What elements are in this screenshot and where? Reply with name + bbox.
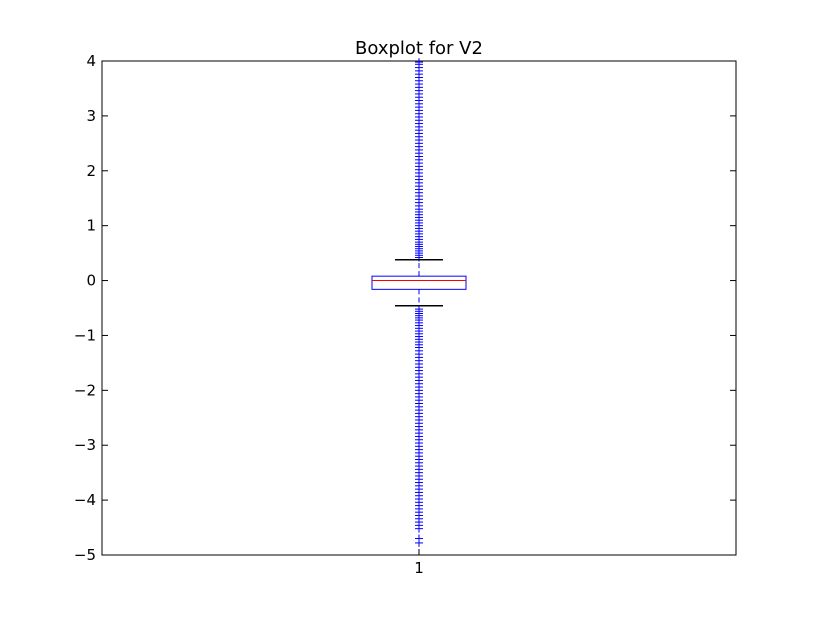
box-and-whiskers xyxy=(371,258,467,307)
y-tick-label: 1 xyxy=(86,217,96,235)
y-tick-label: −2 xyxy=(74,381,96,399)
y-tick-label: 2 xyxy=(86,162,96,180)
x-tick-label: 1 xyxy=(414,559,424,577)
outlier-markers xyxy=(415,58,423,547)
chart-title: Boxplot for V2 xyxy=(355,38,483,59)
y-tick-label: 0 xyxy=(86,272,96,290)
y-tick-label: 4 xyxy=(86,52,96,70)
y-tick-label: −5 xyxy=(74,546,96,564)
y-tick-label: 3 xyxy=(86,107,96,125)
y-axis: 4 3 2 1 0 −1 −2 −3 −4 −5 xyxy=(74,52,736,564)
y-tick-label: −1 xyxy=(74,326,96,344)
outlier-point xyxy=(415,538,423,547)
y-tick-label: −3 xyxy=(74,436,96,454)
y-tick-label: −4 xyxy=(74,491,96,509)
iqr-box xyxy=(371,275,467,290)
outlier-point xyxy=(415,58,423,67)
outlier-point xyxy=(415,524,423,533)
